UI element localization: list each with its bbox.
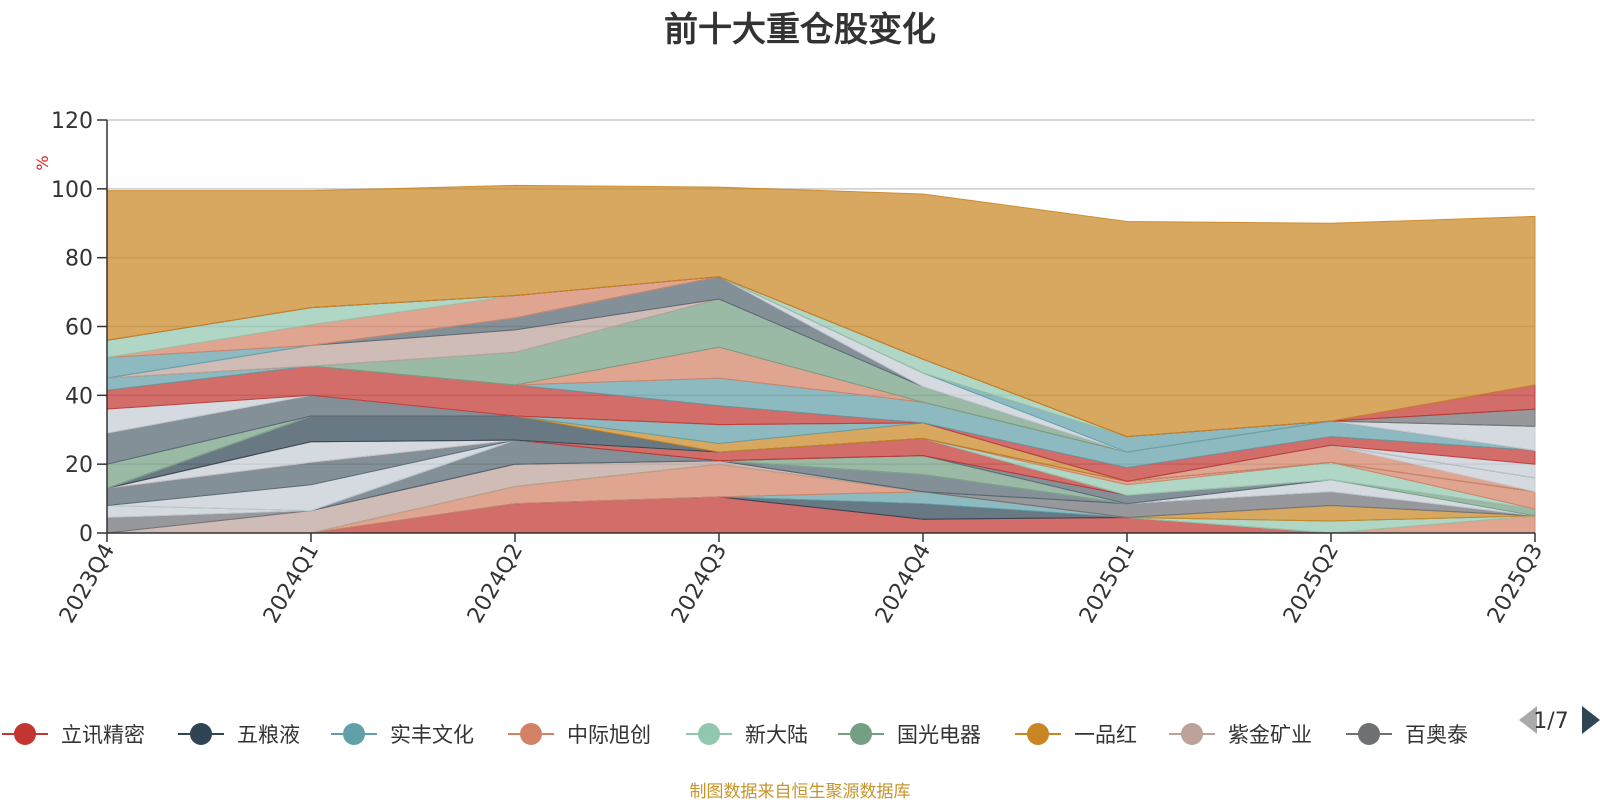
y-tick-label: 0 — [79, 522, 93, 547]
y-tick-label: 80 — [65, 247, 93, 272]
legend-label: 立讯精密 — [61, 723, 145, 747]
legend-circle-icon — [520, 723, 542, 745]
x-tick-label: 2025Q2 — [1279, 540, 1344, 628]
x-tick-label: 2024Q2 — [463, 540, 528, 628]
legend-circle-icon — [190, 723, 212, 745]
legend-item-4[interactable]: 新大陆 — [686, 723, 808, 747]
legend-next-arrow-icon[interactable] — [1582, 706, 1600, 734]
legend-pager: 1/7 — [1519, 706, 1600, 734]
legend-label: 百奥泰 — [1405, 723, 1468, 747]
legend-label: 中际旭创 — [567, 723, 651, 747]
legend-item-0[interactable]: 立讯精密 — [2, 723, 145, 747]
y-tick-label: 40 — [65, 384, 93, 409]
x-tick-label: 2025Q1 — [1075, 540, 1140, 628]
legend-label: 紫金矿业 — [1228, 723, 1312, 747]
legend-circle-icon — [1358, 723, 1380, 745]
legend: 立讯精密 五粮液 实丰文化 中际旭创 新大陆 国光电器 一品红 紫金矿业 百奥泰 — [2, 723, 1468, 747]
legend-label: 实丰文化 — [390, 723, 474, 747]
x-tick-label: 2025Q3 — [1483, 540, 1548, 628]
legend-label: 新大陆 — [745, 723, 808, 747]
chart-title: 前十大重仓股变化 — [664, 10, 936, 50]
y-tick-label: 60 — [65, 316, 93, 341]
legend-item-6[interactable]: 一品红 — [1015, 723, 1137, 747]
legend-circle-icon — [343, 723, 365, 745]
area-series-layer — [106, 184, 1536, 534]
legend-item-8[interactable]: 百奥泰 — [1346, 723, 1468, 747]
legend-item-2[interactable]: 实丰文化 — [331, 723, 474, 747]
legend-label: 五粮液 — [237, 723, 300, 747]
y-tick-label: 120 — [51, 109, 93, 134]
legend-circle-icon — [1027, 723, 1049, 745]
legend-page-indicator: 1/7 — [1533, 709, 1568, 734]
x-tick-label: 2023Q4 — [55, 540, 120, 628]
x-tick-label: 2024Q3 — [667, 540, 732, 628]
x-tick-label: 2024Q1 — [259, 540, 324, 628]
legend-circle-icon — [698, 723, 720, 745]
data-source-note: 制图数据来自恒生聚源数据库 — [689, 782, 911, 802]
legend-label: 国光电器 — [897, 723, 981, 747]
legend-item-1[interactable]: 五粮液 — [178, 723, 300, 747]
y-tick-label: 100 — [51, 178, 93, 203]
legend-label: 一品红 — [1074, 723, 1137, 747]
legend-item-3[interactable]: 中际旭创 — [508, 723, 651, 747]
y-axis-unit-label: % — [33, 155, 52, 170]
area-series-38 — [106, 184, 1536, 438]
legend-circle-icon — [14, 723, 36, 745]
x-tick-label: 2024Q4 — [871, 540, 936, 628]
legend-circle-icon — [850, 723, 872, 745]
legend-circle-icon — [1181, 723, 1203, 745]
legend-item-5[interactable]: 国光电器 — [838, 723, 981, 747]
legend-prev-arrow-icon[interactable] — [1519, 706, 1537, 734]
y-tick-label: 20 — [65, 453, 93, 478]
legend-item-7[interactable]: 紫金矿业 — [1169, 723, 1312, 747]
